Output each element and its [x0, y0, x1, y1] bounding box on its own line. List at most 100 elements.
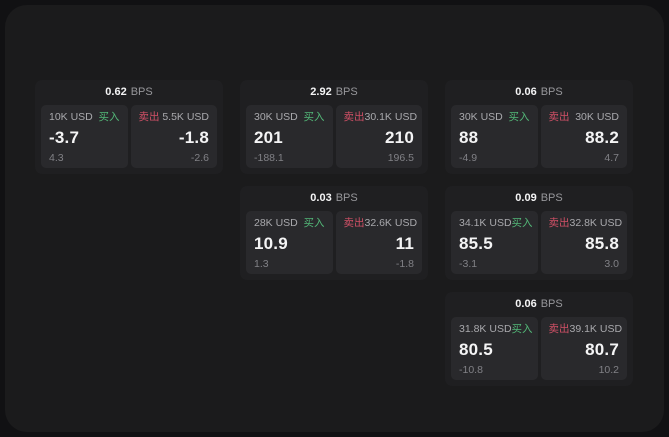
buy-delta: -188.1	[254, 151, 284, 164]
sell-price: -1.8	[178, 128, 209, 147]
sell-price: 88.2	[585, 128, 619, 147]
quote-card: 2.92 BPS 30K USD 买入 201 -188.1 卖出 30.1K …	[240, 80, 428, 174]
sell-panel[interactable]: 卖出 30.1K USD 210 196.5	[335, 105, 422, 168]
buy-panel-top: 10K USD 买入	[49, 112, 120, 123]
buy-tag: 买入	[511, 323, 533, 335]
buy-price: 85.5	[459, 234, 493, 253]
card-header: 0.09 BPS	[451, 186, 627, 211]
buy-panel[interactable]: 10K USD 买入 -3.7 4.3	[41, 105, 128, 168]
buy-price: 88	[459, 128, 479, 147]
bps-value: 0.06	[515, 298, 537, 310]
bps-value: 0.09	[515, 192, 537, 204]
sell-panel-top: 卖出 5.5K USD	[139, 112, 210, 123]
buy-tag: 买入	[303, 111, 325, 123]
buy-size-label: 30K USD	[459, 111, 503, 123]
sell-panel-top: 卖出 39.1K USD	[548, 323, 623, 335]
buy-panel[interactable]: 28K USD 买入 10.9 1.3	[246, 211, 333, 274]
card-header: 0.62 BPS	[41, 80, 217, 105]
buy-panel[interactable]: 30K USD 买入 201 -188.1	[246, 105, 333, 168]
quote-card: 0.09 BPS 34.1K USD 买入 85.5 -3.1 卖出 32.8K…	[445, 186, 633, 280]
sell-panel[interactable]: 卖出 5.5K USD -1.8 -2.6	[130, 105, 217, 168]
bps-value: 2.92	[310, 86, 332, 98]
buy-size-label: 31.8K USD	[459, 323, 512, 335]
buy-delta: -10.8	[459, 363, 483, 376]
sell-delta: 10.2	[598, 363, 619, 376]
buy-size-label: 28K USD	[254, 217, 298, 229]
sell-price: 80.7	[585, 340, 619, 359]
bps-unit-label: BPS	[540, 192, 563, 204]
quote-panels: 30K USD 买入 88 -4.9 卖出 30K USD 88.2 4.7	[451, 105, 627, 168]
buy-size-label: 30K USD	[254, 111, 298, 123]
quote-panels: 31.8K USD 买入 80.5 -10.8 卖出 39.1K USD 80.…	[451, 317, 627, 380]
sell-panel-top: 卖出 30.1K USD	[344, 111, 418, 123]
buy-price: 201	[254, 128, 283, 147]
buy-tag: 买入	[511, 217, 533, 229]
sell-price: 210	[385, 128, 414, 147]
sell-panel-top: 卖出 32.8K USD	[548, 217, 623, 229]
buy-panel-top: 28K USD 买入	[254, 218, 325, 229]
card-header: 0.03 BPS	[246, 186, 422, 211]
sell-panel[interactable]: 卖出 32.8K USD 85.8 3.0	[540, 211, 627, 274]
card-header: 0.06 BPS	[451, 292, 627, 317]
buy-size-label: 34.1K USD	[459, 217, 512, 229]
sell-panel-top: 卖出 30K USD	[549, 112, 620, 123]
sell-size-label: 5.5K USD	[162, 111, 209, 123]
sell-tag: 卖出	[548, 217, 570, 229]
sell-panel-top: 卖出 32.6K USD	[343, 217, 418, 229]
bps-unit-label: BPS	[540, 298, 563, 310]
quote-panels: 34.1K USD 买入 85.5 -3.1 卖出 32.8K USD 85.8…	[451, 211, 627, 274]
sell-tag: 卖出	[138, 111, 160, 123]
quote-cards-grid: 0.62 BPS 10K USD 买入 -3.7 4.3 卖出 5.5K USD…	[35, 80, 633, 386]
quote-card: 0.06 BPS 31.8K USD 买入 80.5 -10.8 卖出 39.1…	[445, 292, 633, 386]
bps-value: 0.03	[310, 192, 332, 204]
quote-card: 0.62 BPS 10K USD 买入 -3.7 4.3 卖出 5.5K USD…	[35, 80, 223, 174]
sell-delta: 196.5	[387, 151, 414, 164]
bps-unit-label: BPS	[335, 192, 358, 204]
buy-delta: -4.9	[459, 151, 478, 164]
sell-delta: -1.8	[395, 257, 414, 270]
quote-panels: 10K USD 买入 -3.7 4.3 卖出 5.5K USD -1.8 -2.…	[41, 105, 217, 168]
card-header: 0.06 BPS	[451, 80, 627, 105]
buy-delta: 1.3	[254, 257, 269, 270]
sell-panel[interactable]: 卖出 32.6K USD 11 -1.8	[335, 211, 422, 274]
quote-panels: 30K USD 买入 201 -188.1 卖出 30.1K USD 210 1…	[246, 105, 422, 168]
sell-size-label: 30K USD	[575, 111, 619, 123]
buy-tag: 买入	[303, 217, 325, 229]
buy-size-label: 10K USD	[49, 111, 93, 123]
buy-panel-top: 31.8K USD 买入	[459, 323, 533, 335]
quote-card: 0.03 BPS 28K USD 买入 10.9 1.3 卖出 32.6K US…	[240, 186, 428, 280]
buy-delta: -3.1	[459, 257, 478, 270]
buy-price: 80.5	[459, 340, 493, 359]
bps-value: 0.62	[105, 86, 127, 98]
bps-value: 0.06	[515, 86, 537, 98]
buy-price: 10.9	[254, 234, 288, 253]
buy-tag: 买入	[508, 111, 530, 123]
buy-price: -3.7	[49, 128, 80, 147]
sell-size-label: 32.6K USD	[364, 217, 418, 229]
bps-unit-label: BPS	[130, 86, 153, 98]
sell-size-label: 30.1K USD	[364, 111, 418, 123]
buy-panel[interactable]: 34.1K USD 买入 85.5 -3.1	[451, 211, 538, 274]
buy-panel-top: 34.1K USD 买入	[459, 217, 533, 229]
sell-tag: 卖出	[548, 111, 570, 123]
buy-panel[interactable]: 30K USD 买入 88 -4.9	[451, 105, 538, 168]
sell-price: 11	[395, 234, 414, 253]
buy-panel-top: 30K USD 买入	[459, 112, 530, 123]
quote-card: 0.06 BPS 30K USD 买入 88 -4.9 卖出 30K USD 8…	[445, 80, 633, 174]
buy-tag: 买入	[98, 111, 120, 123]
sell-size-label: 32.8K USD	[569, 217, 623, 229]
quote-panels: 28K USD 买入 10.9 1.3 卖出 32.6K USD 11 -1.8	[246, 211, 422, 274]
buy-panel[interactable]: 31.8K USD 买入 80.5 -10.8	[451, 317, 538, 380]
sell-tag: 卖出	[548, 323, 570, 335]
sell-delta: -2.6	[190, 151, 209, 164]
sell-delta: 4.7	[604, 151, 619, 164]
sell-size-label: 39.1K USD	[569, 323, 623, 335]
bps-unit-label: BPS	[540, 86, 563, 98]
bps-unit-label: BPS	[335, 86, 358, 98]
buy-delta: 4.3	[49, 151, 64, 164]
sell-tag: 卖出	[343, 217, 365, 229]
card-header: 2.92 BPS	[246, 80, 422, 105]
sell-delta: 3.0	[604, 257, 619, 270]
sell-panel[interactable]: 卖出 30K USD 88.2 4.7	[540, 105, 627, 168]
sell-panel[interactable]: 卖出 39.1K USD 80.7 10.2	[540, 317, 627, 380]
